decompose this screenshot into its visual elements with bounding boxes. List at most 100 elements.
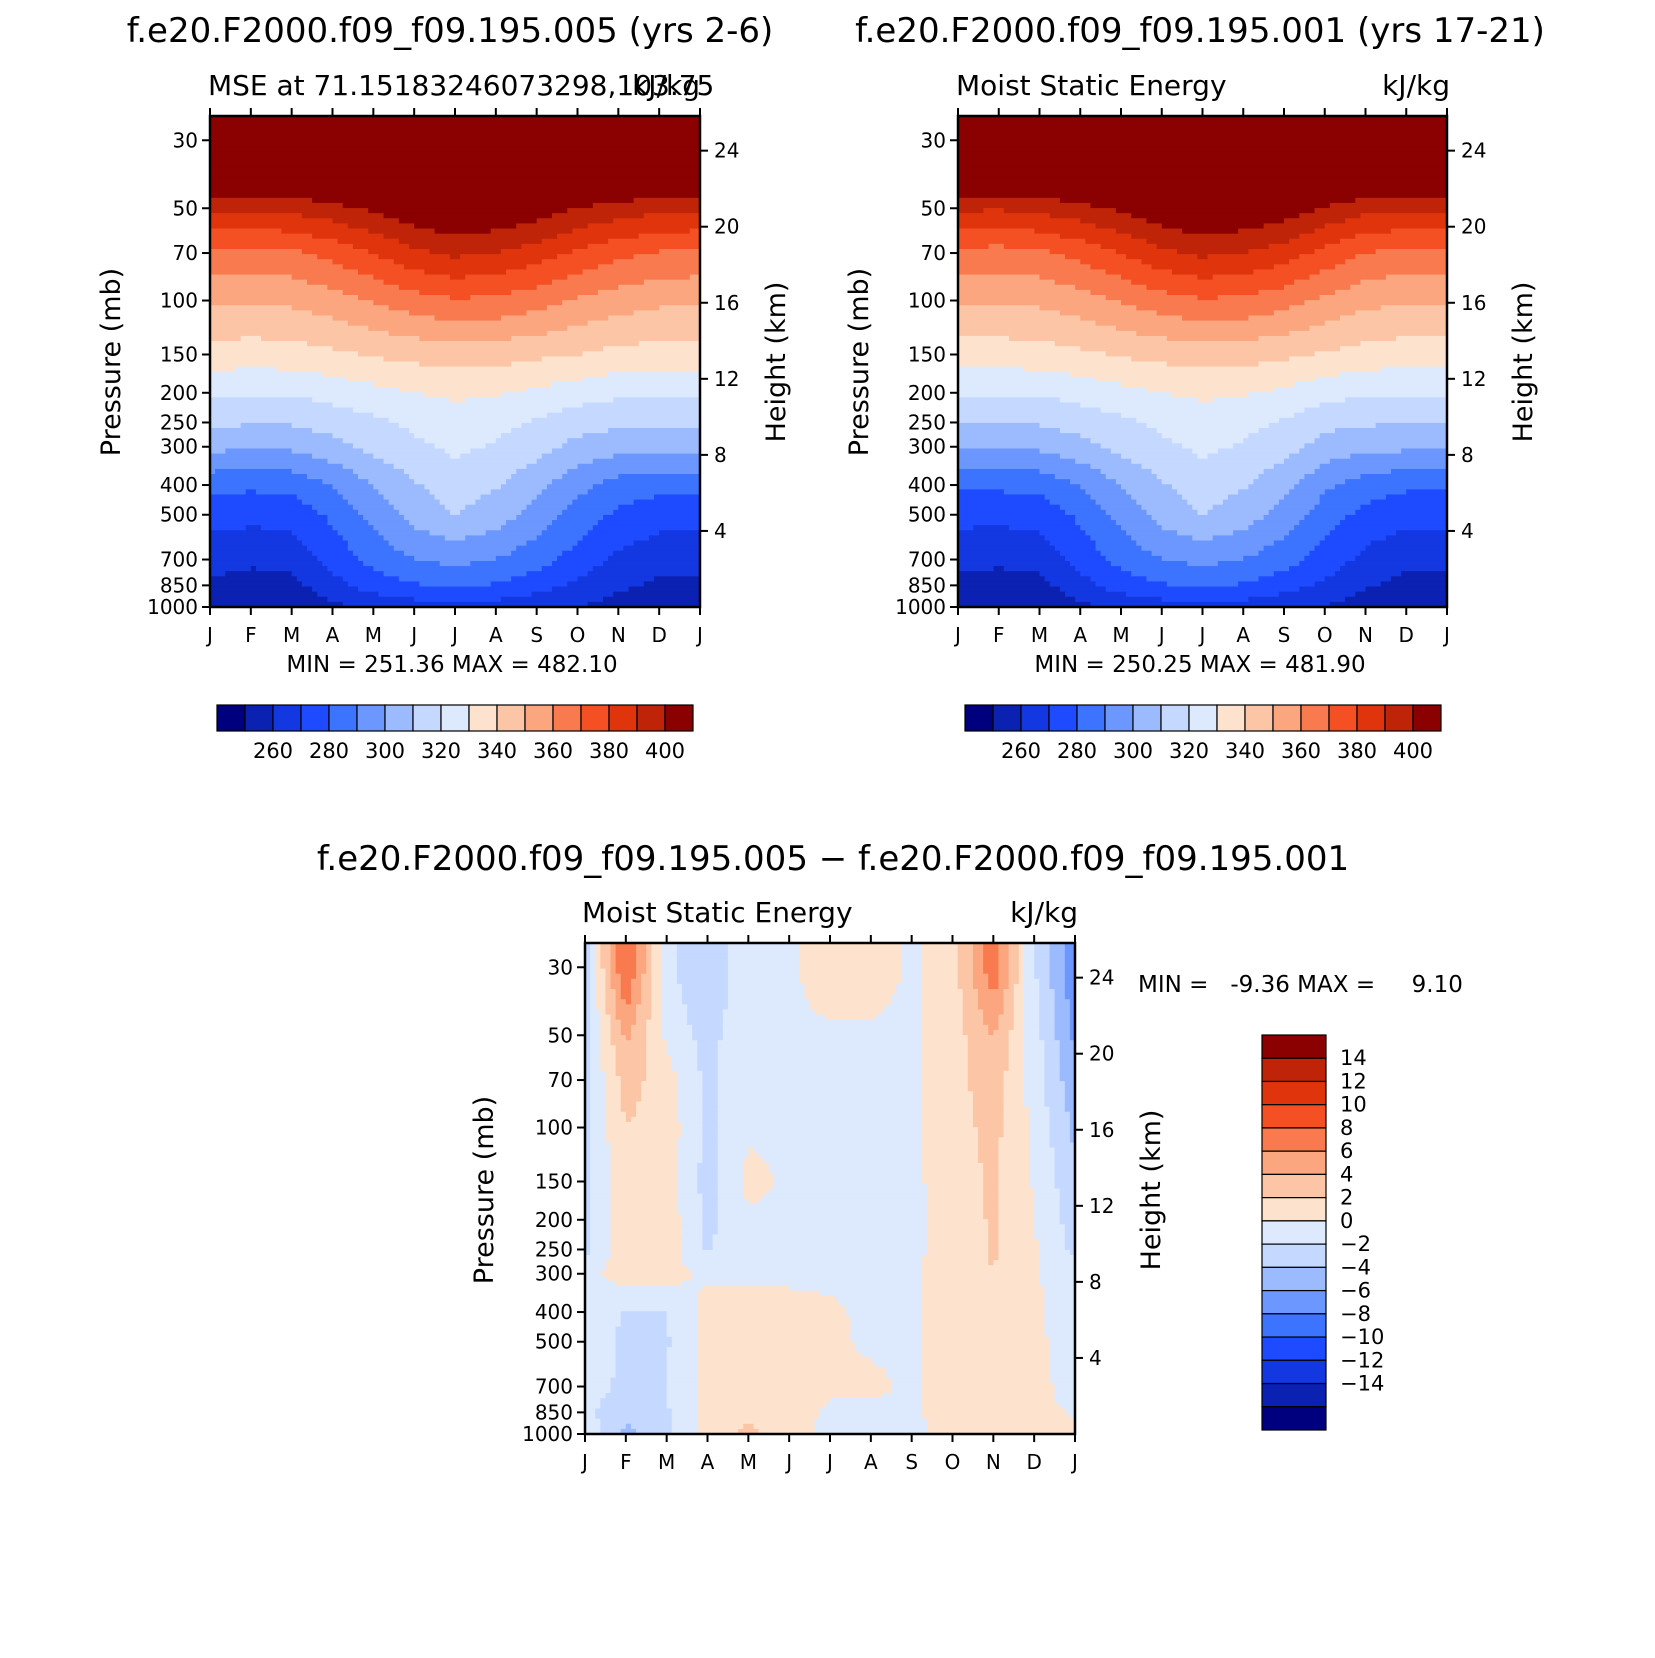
contour-cell — [958, 601, 1092, 607]
contour-cell — [1345, 514, 1447, 521]
contour-cell — [590, 1178, 612, 1184]
contour-cell — [978, 989, 1005, 995]
contour-cell — [590, 943, 596, 949]
contour-cell — [998, 1198, 1035, 1205]
contour-cell — [958, 305, 1041, 311]
contour-cell — [998, 1244, 1040, 1251]
contour-cell — [585, 1193, 591, 1200]
contour-cell — [210, 197, 313, 204]
contour-cell — [342, 463, 395, 470]
contour-cell — [921, 1341, 1051, 1348]
contour-cell — [1294, 525, 1336, 531]
contour-cell — [388, 499, 441, 506]
contour-cell — [480, 494, 538, 501]
contour-cell — [383, 279, 553, 286]
contour-cell — [1039, 1024, 1056, 1031]
contour-cell — [495, 555, 558, 562]
contour-cell — [419, 289, 512, 296]
contour-cell — [210, 566, 252, 572]
contour-cell — [1080, 525, 1122, 531]
contour-cell — [1329, 530, 1397, 536]
contour-cell — [958, 412, 1122, 419]
contour-cell — [585, 1387, 612, 1394]
contour-cell — [1064, 948, 1075, 954]
contour-cell — [646, 1055, 673, 1062]
contour-cell — [210, 458, 328, 465]
contour-cell — [1370, 540, 1447, 547]
contour-cell — [620, 1081, 642, 1087]
contour-cell — [585, 999, 591, 1005]
contour-cell — [978, 994, 1005, 1000]
contour-cell — [210, 269, 359, 276]
contour-cell — [646, 1019, 663, 1026]
contour-cell — [651, 999, 663, 1005]
contour-cell — [1064, 968, 1075, 975]
contour-cell — [337, 489, 380, 496]
contour-cell — [1008, 978, 1020, 985]
contour-cell — [1100, 243, 1158, 250]
contour-cell — [1268, 422, 1377, 429]
contour-cell — [921, 978, 959, 985]
contour-cell — [962, 989, 979, 995]
contour-cell — [1324, 489, 1407, 496]
contour-cell — [1054, 989, 1066, 995]
contour-cell — [643, 581, 700, 588]
contour-cell — [1008, 1050, 1025, 1057]
contour-cell — [1034, 1203, 1061, 1210]
contour-cell — [1064, 509, 1107, 516]
contour-cell — [855, 1341, 923, 1348]
contour-cell — [610, 983, 622, 990]
contour-cell — [1064, 1086, 1075, 1092]
contour-cell — [958, 300, 1122, 306]
contour-cell — [1008, 525, 1081, 531]
contour-cell — [727, 948, 800, 954]
contour-cell — [1013, 989, 1025, 995]
contour-cell — [1008, 968, 1020, 975]
contour-cell — [291, 468, 354, 475]
contour-cell — [625, 1116, 632, 1123]
contour-cell — [562, 474, 619, 480]
contour-cell — [1268, 243, 1326, 250]
contour-cell — [368, 208, 568, 214]
contour-cell — [1039, 1014, 1056, 1021]
contour-cell — [590, 994, 596, 1000]
contour-cell — [444, 504, 466, 511]
contour-cell — [398, 387, 528, 393]
contour-cell — [603, 346, 700, 352]
min-max-text: MIN = 251.36 MAX = 482.10 — [286, 652, 617, 678]
contour-cell — [615, 1050, 647, 1057]
contour-cell — [1289, 566, 1341, 572]
contour-cell — [702, 1101, 719, 1108]
contour-cell — [585, 1132, 591, 1138]
contour-cell — [1355, 591, 1447, 598]
contour-cell — [567, 208, 700, 214]
contour-cell — [485, 443, 563, 450]
contour-cell — [1100, 550, 1153, 557]
contour-cell — [1110, 560, 1188, 567]
y-tick-label: 850 — [535, 1400, 573, 1424]
contour-cell — [1360, 341, 1447, 347]
contour-cell — [352, 504, 395, 511]
y-tick-label: 1000 — [895, 595, 946, 619]
contour-cell — [398, 238, 543, 245]
y-tick-label: 500 — [535, 1330, 573, 1354]
contour-cell — [773, 1178, 923, 1184]
contour-cell — [958, 182, 1447, 189]
contour-cell — [1023, 1101, 1045, 1108]
contour-cell — [506, 479, 553, 485]
contour-cell — [676, 968, 729, 975]
contour-cell — [717, 1050, 923, 1057]
contour-cell — [1018, 958, 1025, 965]
contour-cell — [958, 248, 1051, 255]
contour-cell — [388, 417, 533, 424]
contour-cell — [610, 1198, 678, 1205]
y-tick-label: 70 — [173, 241, 198, 265]
contour-cell — [526, 387, 700, 393]
contour-cell — [1003, 1111, 1030, 1118]
contour-cell — [615, 958, 637, 965]
contour-cell — [988, 1254, 1000, 1261]
contour-cell — [630, 1423, 673, 1430]
contour-cell — [358, 586, 553, 593]
contour-cell — [702, 1208, 719, 1215]
contour-cell — [1212, 504, 1275, 511]
